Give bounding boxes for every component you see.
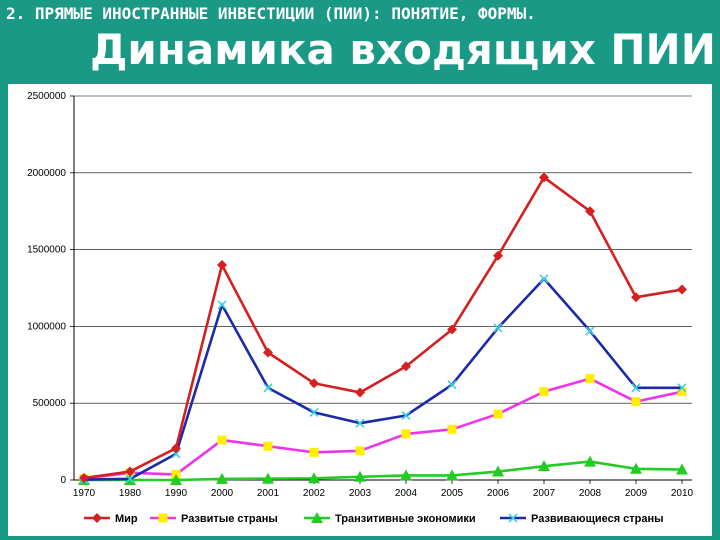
y-tick-label: 500000 [33,398,67,409]
y-tick-label: 2000000 [27,168,66,179]
point-transition [446,469,458,481]
legend-label-developed: Развитые страны [181,513,278,525]
point-transition [492,465,504,477]
series-line-developing [83,277,682,481]
point-developed [539,387,549,397]
legend-marker-developing [508,513,518,523]
y-tick-label: 1000000 [27,321,66,332]
point-transition [400,469,412,481]
legend-marker-world [92,513,102,523]
point-transition [354,470,366,482]
point-developed [401,429,411,439]
point-developing [677,383,687,393]
point-developed [263,441,273,451]
point-world [447,324,457,335]
x-tick-label: 2000 [211,488,234,499]
x-tick-label: 1990 [165,488,188,499]
x-tick-label: 2003 [349,488,372,499]
point-transition [308,472,320,484]
x-tick-label: 2010 [671,488,694,499]
point-transition [584,455,596,467]
series-line-world [83,176,683,480]
point-developed [447,424,457,434]
point-developing [447,380,457,390]
x-tick-label: 1970 [73,488,96,499]
point-developing [355,418,365,428]
point-transition [216,472,228,484]
fdi-line-chart: 0 500000 1000000 1500000 2000000 2500000 1970 1… [27,91,694,525]
point-world [493,250,503,261]
chart-panel: 0 500000 1000000 1500000 2000000 2500000 1970 1… [8,84,712,536]
point-world [171,443,181,454]
point-world [125,466,135,477]
point-transition [262,472,274,484]
point-world [263,347,273,358]
point-developing [217,300,227,310]
point-developed [677,387,687,397]
y-tick-label: 0 [60,475,66,486]
series-line-transition [84,460,683,482]
legend-marker-developed [158,513,168,523]
point-developed [631,397,641,407]
point-world [217,259,227,270]
point-developing [539,274,549,284]
point-world [677,284,687,295]
point-world [631,292,641,303]
x-tick-label: 1980 [119,488,142,499]
point-developing [125,474,135,484]
point-transition [676,463,688,475]
point-world [79,473,89,484]
point-world [539,172,549,183]
y-tick-label: 1500000 [27,245,66,256]
x-tick-label: 2004 [395,488,418,499]
point-developing [401,410,411,421]
point-transition [538,460,550,472]
point-developing [631,383,641,393]
point-developing [493,323,503,333]
point-world [585,206,595,217]
point-developed [493,409,503,419]
legend-label-transition: Транзитивные экономики [335,513,476,525]
point-developing [263,383,273,393]
x-tick-label: 2002 [303,488,326,499]
legend-label-developing: Развивающиеся страны [531,513,664,525]
slide-title: Динамика входящих ПИИ [90,25,716,74]
point-developing [309,407,319,417]
slide-header: 2. ПРЯМЫЕ ИНОСТРАННЫЕ ИНВЕСТИЦИИ (ПИИ): … [0,0,720,82]
point-developed [217,435,227,445]
x-tick-label: 2005 [441,488,464,499]
legend-marker-transition [311,512,323,523]
point-transition [170,474,182,485]
point-developing [171,449,181,459]
x-tick-label: 2008 [579,488,602,499]
point-developing [585,326,595,336]
series-line-developed [83,377,683,480]
section-title: 2. ПРЯМЫЕ ИНОСТРАННЫЕ ИНВЕСТИЦИИ (ПИИ): … [6,4,536,23]
x-tick-label: 2001 [257,488,280,499]
point-transition [630,462,642,474]
point-world [401,361,411,372]
point-developed [309,447,319,457]
x-tick-label: 2006 [487,488,510,499]
x-tick-label: 2007 [533,488,556,499]
point-developed [585,374,595,384]
point-developed [355,446,365,456]
point-world [355,387,365,398]
legend-label-world: Мир [115,513,138,525]
x-tick-label: 2009 [625,488,648,499]
y-tick-label: 2500000 [27,91,66,102]
point-world [309,378,319,389]
